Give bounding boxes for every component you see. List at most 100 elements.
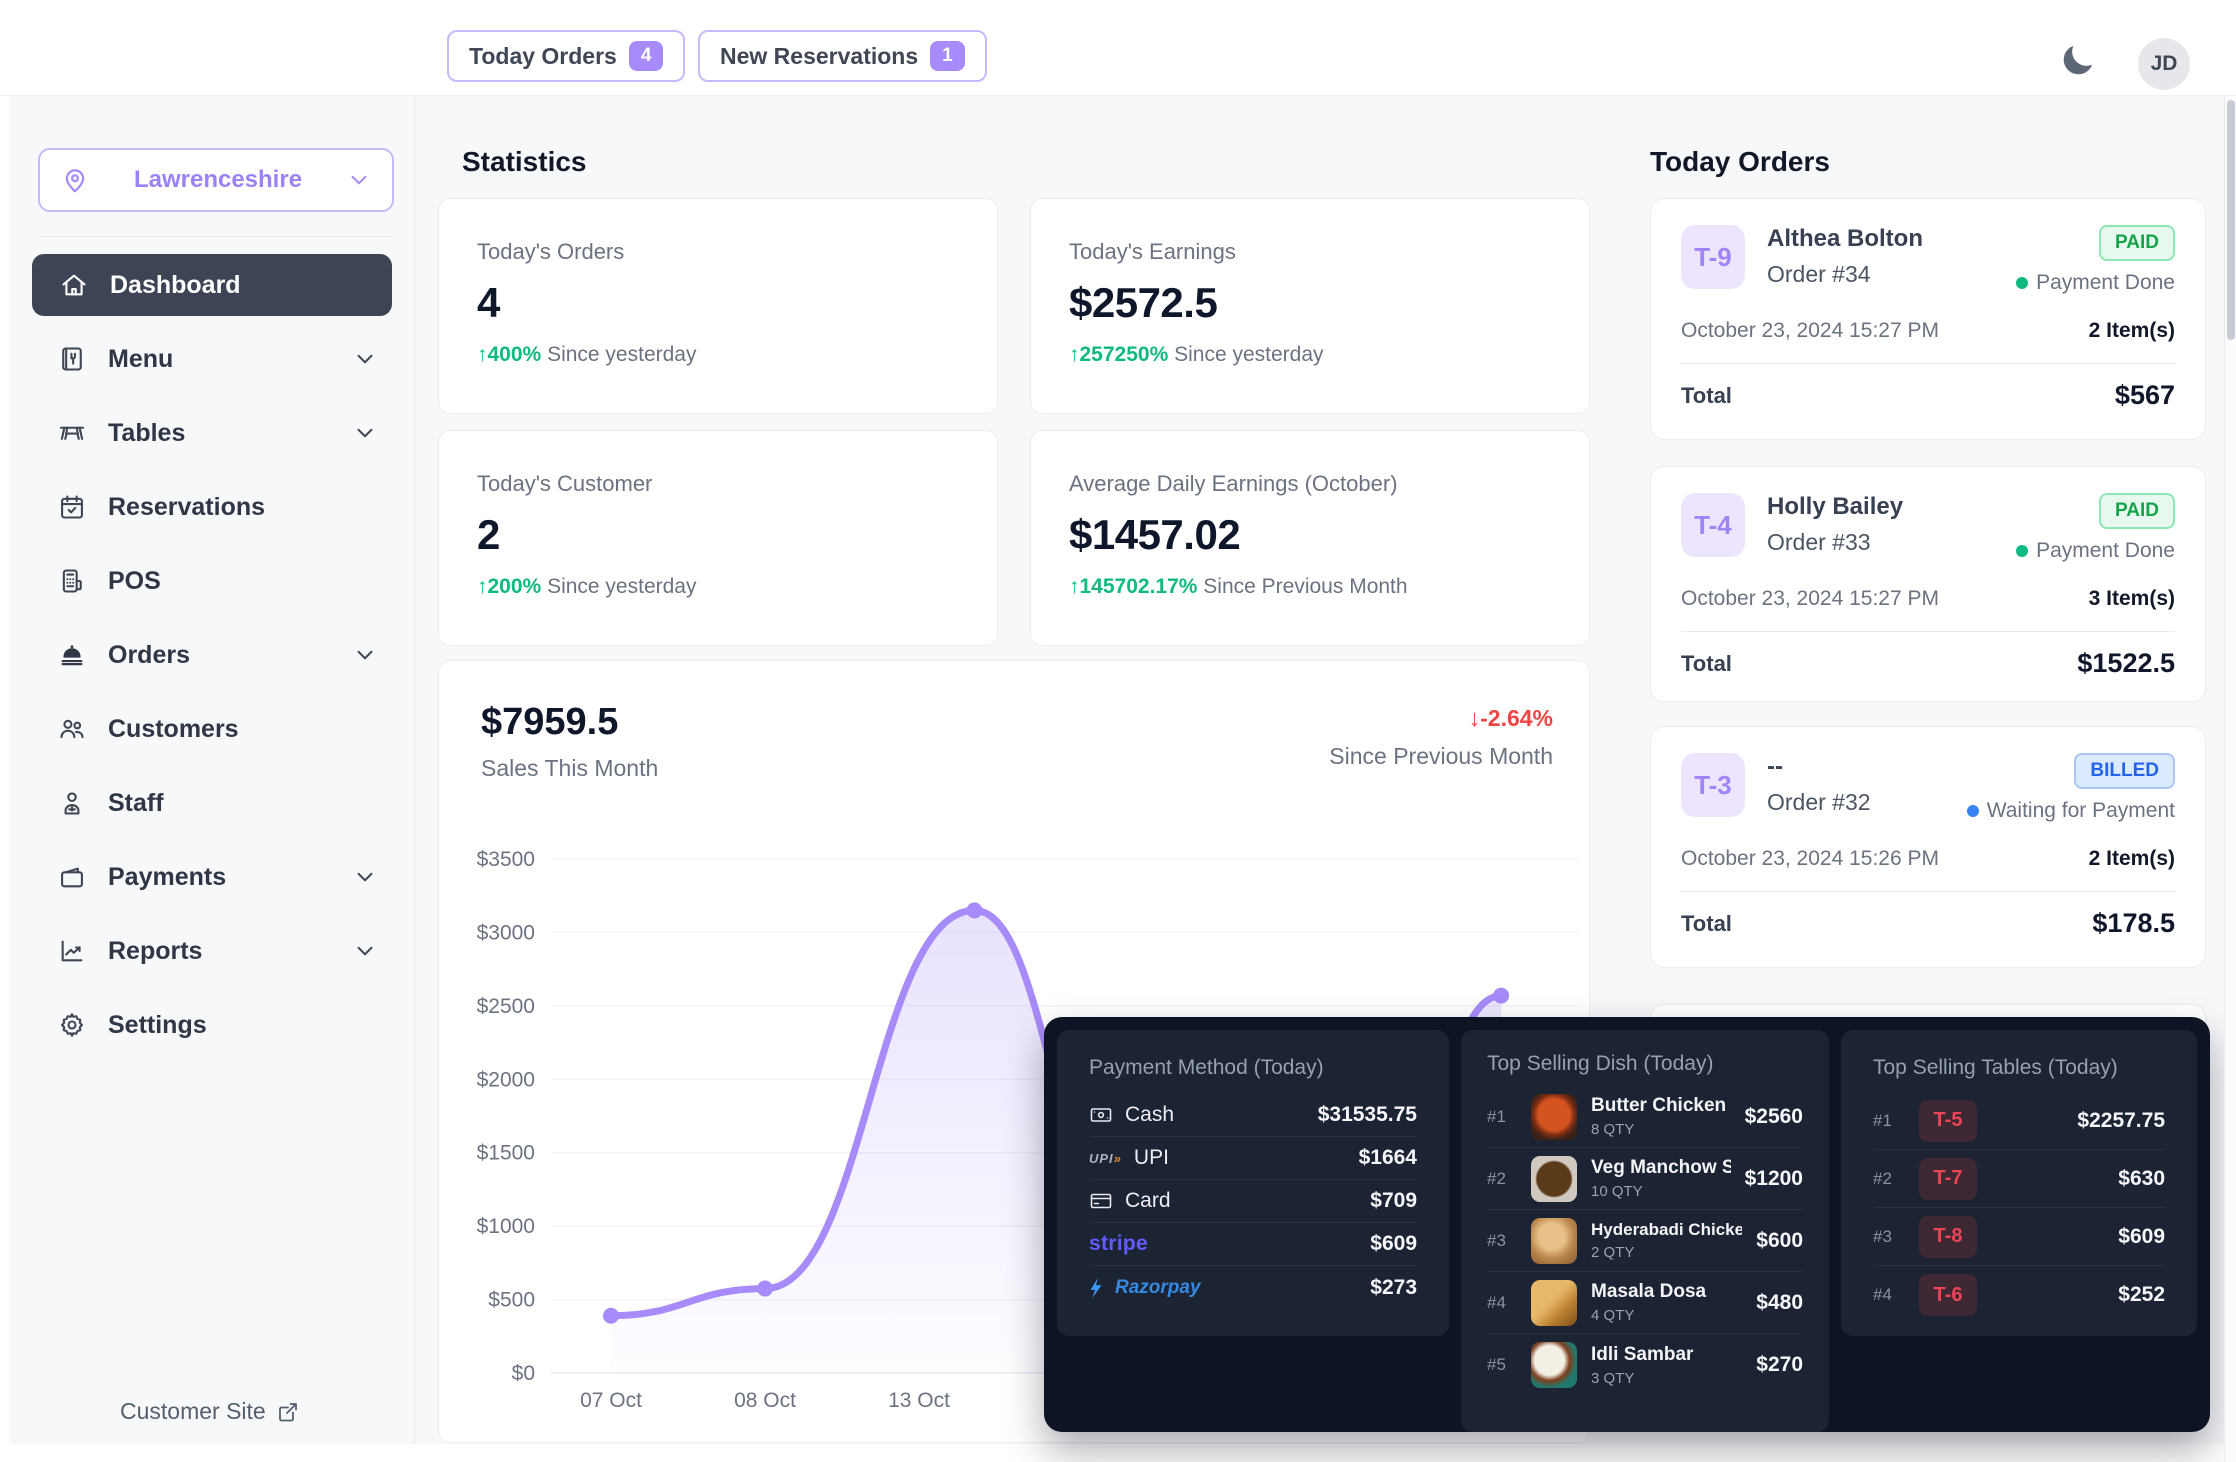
dish-name: Hyderabadi Chicken Biryani <box>1591 1220 1743 1239</box>
payment-amount: $709 <box>1370 1189 1417 1212</box>
today-insights-panel: Payment Method (Today) Cash $31535.75 UP… <box>1044 1017 2210 1432</box>
customer-site-link[interactable]: Customer Site <box>120 1398 300 1425</box>
sidebar-item-settings[interactable]: Settings <box>30 988 402 1062</box>
users-icon <box>60 719 84 739</box>
order-number: Order #34 <box>1767 261 1871 287</box>
payment-method-panel: Payment Method (Today) Cash $31535.75 UP… <box>1057 1030 1449 1336</box>
scrollbar-thumb[interactable] <box>2227 100 2235 340</box>
user-avatar[interactable]: JD <box>2138 38 2190 90</box>
chevron-down-icon <box>357 650 373 660</box>
order-datetime: October 23, 2024 15:27 PM <box>1681 319 1939 342</box>
table-rank: #3 <box>1873 1226 1892 1246</box>
external-link-icon <box>278 1402 297 1421</box>
status-dot-icon <box>1966 805 1979 817</box>
dish-qty: 2 QTY <box>1591 1244 1635 1261</box>
new-reservations-button[interactable]: New Reservations 1 <box>698 30 987 82</box>
sidebar-item-payments[interactable]: Payments <box>30 840 402 914</box>
order-card-33[interactable]: T-4 Holly Bailey Order #33 PAID Payment … <box>1650 466 2206 702</box>
moon-icon <box>2063 45 2093 75</box>
total-label: Total <box>1681 910 1732 936</box>
cloche-icon <box>61 645 83 666</box>
svg-text:$500: $500 <box>488 1289 535 1312</box>
sidebar-item-orders[interactable]: Orders <box>30 618 402 692</box>
stat-delta: ↑145702.17% Since Previous Month <box>1069 575 1408 598</box>
dark-mode-toggle[interactable] <box>2058 40 2098 80</box>
today-orders-count-badge: 4 <box>628 41 664 71</box>
delta-arrow-icon: ↑ <box>1069 575 1080 598</box>
new-reservations-button-label: New Reservations <box>720 42 919 69</box>
location-selector[interactable]: Lawrenceshire <box>38 148 394 212</box>
location-pin-icon <box>65 169 85 193</box>
dish-image <box>1531 1279 1577 1326</box>
new-reservations-count-badge: 1 <box>930 41 965 71</box>
order-items-count: 3 Item(s) <box>2088 587 2175 610</box>
avatar-initials: JD <box>2150 52 2178 75</box>
payment-row-card: Card $709 <box>1089 1180 1417 1223</box>
table-badge: T-9 <box>1681 225 1745 289</box>
dish-amount: $270 <box>1756 1353 1803 1376</box>
table-badge: T-4 <box>1681 493 1745 557</box>
upi-logo-icon: UPI» <box>1089 1150 1122 1166</box>
sidebar-item-dashboard[interactable]: Dashboard <box>32 254 392 316</box>
order-card-34[interactable]: T-9 Althea Bolton Order #34 PAID Payment… <box>1650 198 2206 440</box>
delta-arrow-icon: ↑ <box>477 575 488 598</box>
stat-label: Today's Orders <box>477 239 625 264</box>
statistics-title: Statistics <box>462 146 587 177</box>
top-selling-tables-title: Top Selling Tables (Today) <box>1873 1056 2118 1079</box>
sidebar: Lawrenceshire Dashboard Menu <box>30 96 414 1444</box>
dish-qty: 10 QTY <box>1591 1183 1643 1200</box>
svg-text:$3000: $3000 <box>477 921 535 944</box>
cash-icon <box>1090 1108 1112 1122</box>
table-badge: T-7 <box>1919 1157 1977 1200</box>
sidebar-divider <box>414 96 415 1444</box>
chevron-down-icon <box>357 428 373 438</box>
sidebar-item-label: Settings <box>108 1010 207 1039</box>
customer-name: Holly Bailey <box>1767 493 1904 520</box>
sidebar-item-label: Customers <box>108 714 239 743</box>
payment-amount: $1664 <box>1358 1146 1417 1169</box>
table-badge: T-8 <box>1919 1215 1977 1258</box>
card-divider <box>1681 363 2175 364</box>
sidebar-item-pos[interactable]: POS <box>30 544 402 618</box>
table-rank-row: #3 T-8 $609 <box>1873 1208 2165 1266</box>
payment-row-cash: Cash $31535.75 <box>1089 1094 1417 1137</box>
today-orders-button-label: Today Orders <box>469 42 617 69</box>
dish-rank: #3 <box>1487 1230 1506 1250</box>
sidebar-item-menu[interactable]: Menu <box>30 322 402 396</box>
stat-value: $1457.02 <box>1069 511 1241 558</box>
page-scrollbar[interactable] <box>2224 96 2236 1462</box>
dish-rank: #2 <box>1487 1168 1506 1188</box>
svg-text:$2500: $2500 <box>477 995 535 1018</box>
order-card-32[interactable]: T-3 -- Order #32 BILLED Waiting for Paym… <box>1650 726 2206 968</box>
dish-qty: 3 QTY <box>1591 1369 1635 1387</box>
dish-rank: #1 <box>1487 1106 1506 1126</box>
stat-card-todays-orders: Today's Orders 4 ↑400% Since yesterday <box>438 198 998 414</box>
order-card-header: T-4 Holly Bailey Order #33 PAID Payment … <box>1681 493 2175 563</box>
order-card-header: T-3 -- Order #32 BILLED Waiting for Paym… <box>1681 753 2175 823</box>
order-total: $567 <box>2114 380 2175 410</box>
order-datetime: October 23, 2024 15:27 PM <box>1681 587 1939 610</box>
credit-card-icon <box>1090 1193 1112 1209</box>
calendar-check-icon <box>61 495 83 519</box>
dish-name: Veg Manchow Soup <box>1591 1157 1731 1178</box>
today-orders-button[interactable]: Today Orders 4 <box>447 30 686 82</box>
dish-amount: $2560 <box>1744 1104 1803 1128</box>
sidebar-item-staff[interactable]: Staff <box>30 766 402 840</box>
order-items-count: 2 Item(s) <box>2088 319 2175 342</box>
sidebar-item-tables[interactable]: Tables <box>30 396 402 470</box>
sidebar-item-reports[interactable]: Reports <box>30 914 402 988</box>
table-rank: #2 <box>1873 1168 1892 1188</box>
dish-amount: $480 <box>1756 1290 1803 1314</box>
customer-name: Althea Bolton <box>1767 225 1923 252</box>
table-amount: $252 <box>2118 1283 2165 1306</box>
table-amount: $630 <box>2118 1166 2165 1190</box>
payment-amount: $31535.75 <box>1317 1103 1417 1126</box>
table-amount: $2257.75 <box>2077 1108 2165 1132</box>
total-label: Total <box>1681 650 1732 676</box>
stat-card-average-daily-earnings: Average Daily Earnings (October) $1457.0… <box>1030 430 1590 646</box>
sidebar-item-customers[interactable]: Customers <box>30 692 402 766</box>
stat-value: $2572.5 <box>1069 279 1218 326</box>
stat-value: 2 <box>477 511 500 558</box>
payment-status: Payment Done <box>2016 271 2175 295</box>
sidebar-item-reservations[interactable]: Reservations <box>30 470 402 544</box>
